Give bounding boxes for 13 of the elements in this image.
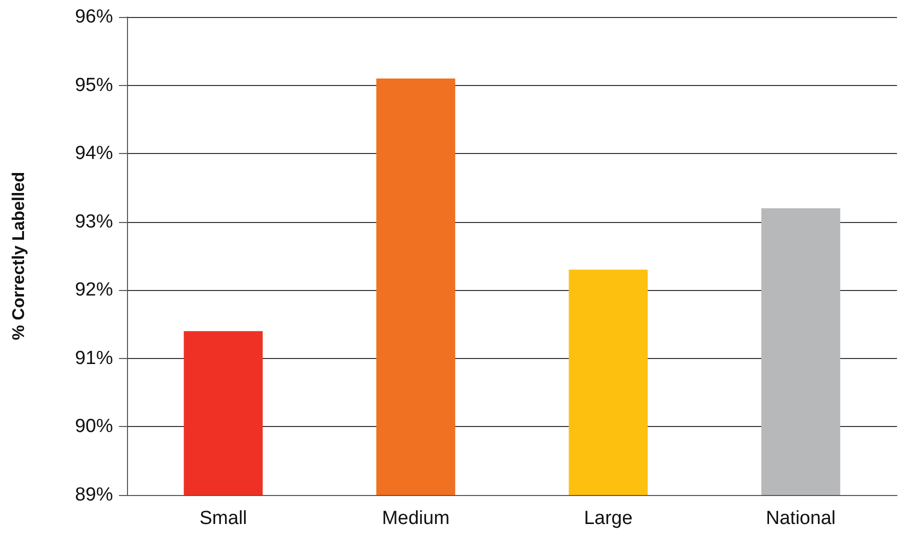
y-tick-label: 92%: [74, 280, 114, 301]
y-tick-label: 93%: [74, 211, 114, 232]
y-tick-label: 90%: [74, 416, 114, 438]
y-tick-label: 91%: [74, 348, 114, 369]
y-tick-label: 96%: [74, 6, 114, 28]
x-tick-label: National: [766, 508, 836, 529]
y-tick-label: 95%: [74, 74, 114, 96]
y-tick-label: 89%: [74, 484, 114, 506]
y-tick-label: 94%: [74, 143, 114, 164]
x-tick-label: Large: [584, 508, 633, 529]
x-tick-label: Small: [199, 508, 248, 529]
y-axis-title: % Correctly Labelled: [9, 172, 28, 340]
x-tick-label: Medium: [382, 508, 450, 529]
